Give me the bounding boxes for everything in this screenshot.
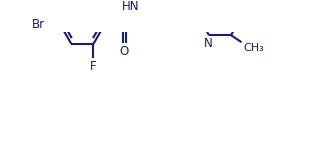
Text: HN: HN (121, 0, 139, 13)
Text: N: N (204, 37, 212, 50)
Text: F: F (90, 60, 97, 73)
Text: CH₃: CH₃ (243, 43, 264, 53)
Text: O: O (119, 45, 128, 58)
Text: Br: Br (31, 18, 45, 31)
